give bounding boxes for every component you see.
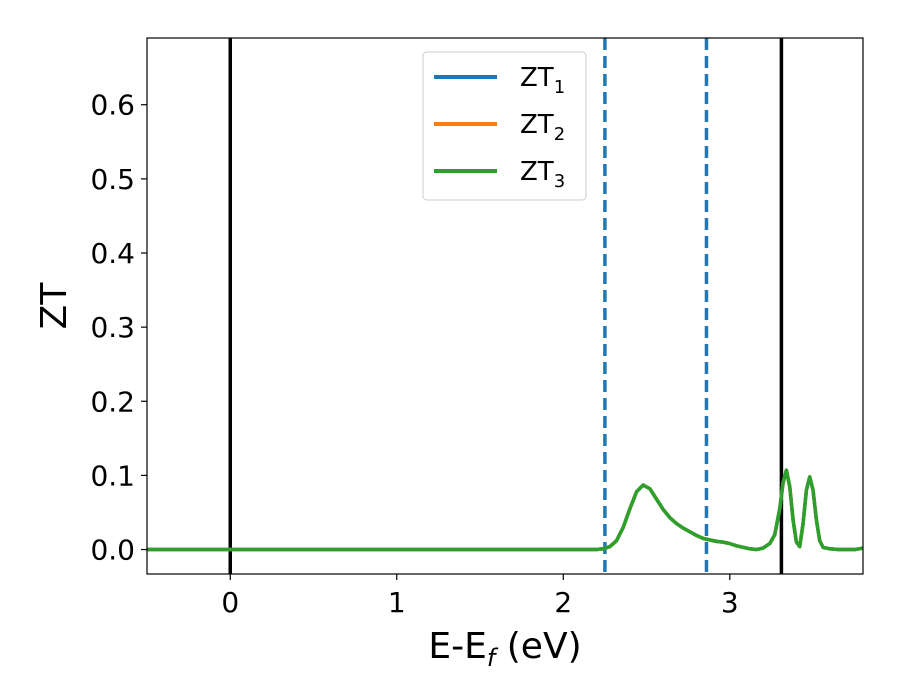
x-tick-label: 3 bbox=[721, 586, 739, 619]
y-axis-label: ZT bbox=[34, 282, 75, 330]
x-tick-label: 1 bbox=[388, 586, 406, 619]
series-line-ZT3 bbox=[147, 468, 863, 552]
plot-frame bbox=[146, 37, 864, 575]
x-tick-label: 0 bbox=[221, 586, 239, 619]
legend-label-ZT3: ZT3 bbox=[520, 157, 565, 192]
series-layer bbox=[147, 468, 863, 552]
y-axis: 0.0 0.1 0.2 0.3 0.4 0.5 0.6 bbox=[90, 89, 147, 567]
y-tick-label: 0.3 bbox=[90, 311, 135, 344]
legend-label-ZT2: ZT2 bbox=[520, 110, 565, 145]
x-tick-label: 2 bbox=[554, 586, 572, 619]
y-tick-label: 0.1 bbox=[90, 459, 135, 492]
y-tick-label: 0.2 bbox=[90, 385, 135, 418]
x-axis: 0 1 2 3 bbox=[221, 574, 739, 619]
legend: ZT1 ZT2 ZT3 bbox=[422, 51, 587, 201]
y-tick-label: 0.5 bbox=[90, 163, 135, 196]
y-tick-label: 0.4 bbox=[90, 237, 135, 270]
legend-box bbox=[422, 51, 587, 201]
x-axis-label: E-Ef (eV) bbox=[428, 626, 581, 672]
y-tick-label: 0.6 bbox=[90, 89, 135, 122]
y-tick-label: 0.0 bbox=[90, 534, 135, 567]
legend-label-ZT1: ZT1 bbox=[520, 63, 565, 98]
